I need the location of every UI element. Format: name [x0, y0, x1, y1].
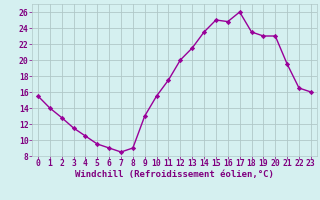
X-axis label: Windchill (Refroidissement éolien,°C): Windchill (Refroidissement éolien,°C) [75, 170, 274, 179]
